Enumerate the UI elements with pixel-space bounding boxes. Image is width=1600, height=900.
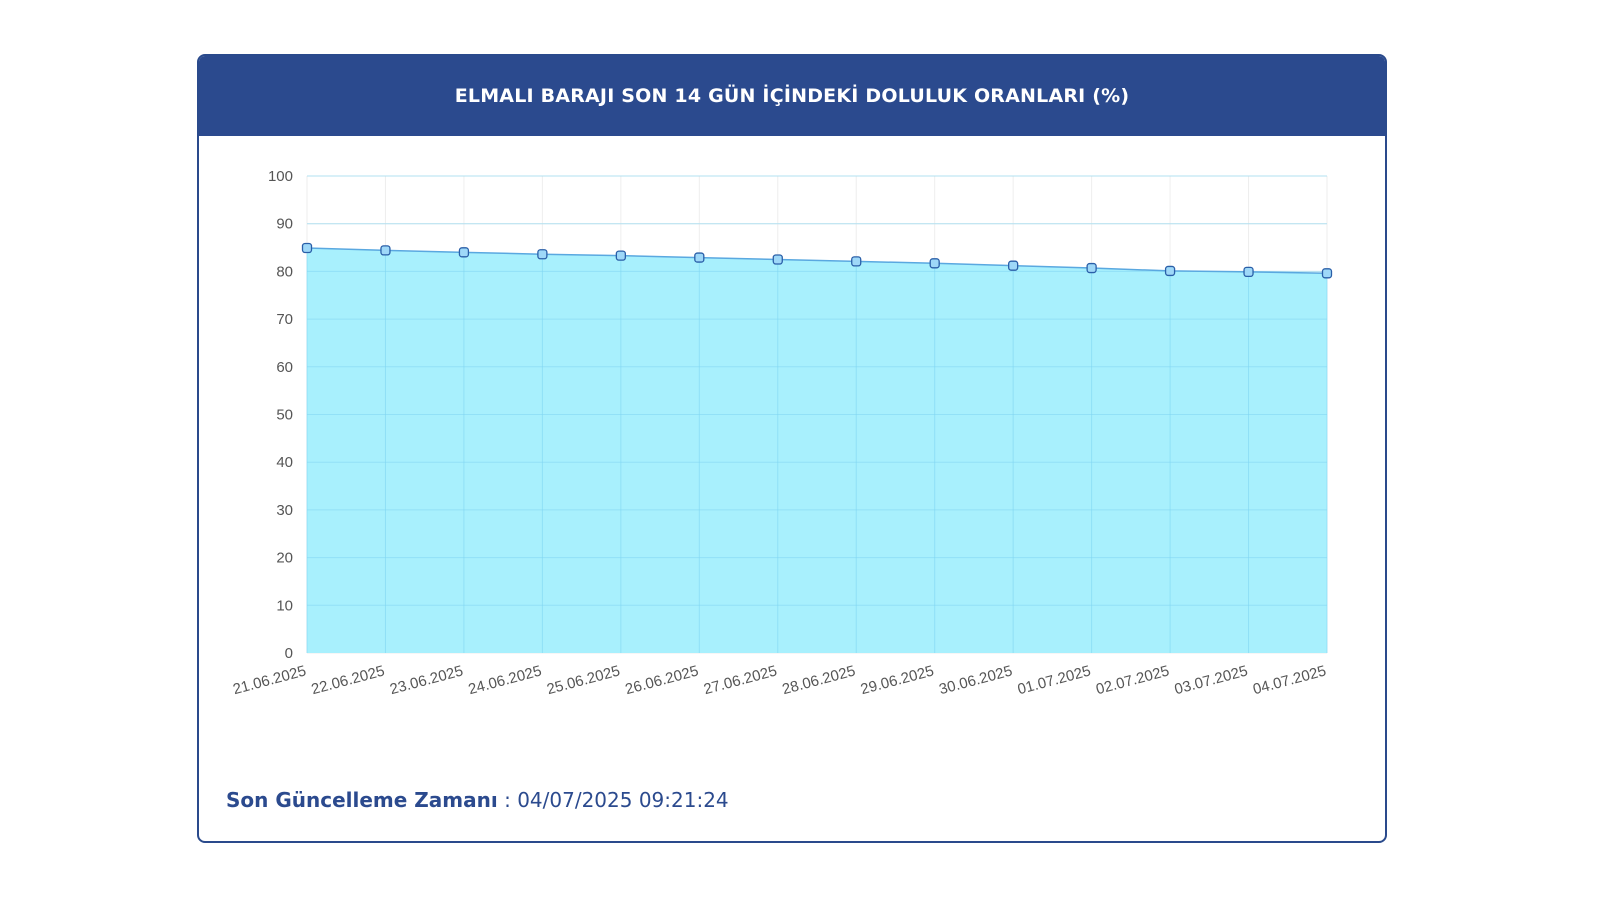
y-tick-label: 80 xyxy=(276,263,293,280)
series-area xyxy=(307,248,1327,653)
area-chart: 0 10 20 30 40 50 60 70 80 90 100 21.06.2025 22.06.2… xyxy=(231,168,1333,698)
data-point[interactable] xyxy=(380,245,391,256)
marker-layer xyxy=(301,242,1333,279)
data-point[interactable] xyxy=(537,249,548,260)
last-update-value: 04/07/2025 09:21:24 xyxy=(517,788,729,812)
x-tick-label: 29.06.2025 xyxy=(859,662,936,698)
y-tick-label: 50 xyxy=(276,407,293,424)
x-tick-label: 01.07.2025 xyxy=(1016,662,1093,698)
x-tick-label: 22.06.2025 xyxy=(310,662,387,698)
x-tick-label: 21.06.2025 xyxy=(231,662,308,698)
chart-area: 0 10 20 30 40 50 60 70 80 90 100 21.06.2025 22.06.2… xyxy=(199,136,1385,756)
y-tick-label: 0 xyxy=(285,645,293,662)
y-tick-label: 40 xyxy=(276,454,293,471)
data-point[interactable] xyxy=(1321,268,1333,279)
series-line xyxy=(306,247,1328,275)
x-tick-label: 23.06.2025 xyxy=(388,662,465,698)
data-point[interactable] xyxy=(772,254,783,265)
x-tick-label: 27.06.2025 xyxy=(702,662,779,698)
x-tick-label: 28.06.2025 xyxy=(780,662,857,698)
y-tick-label: 10 xyxy=(276,597,293,614)
y-tick-label: 70 xyxy=(276,311,293,328)
x-tick-label: 25.06.2025 xyxy=(545,662,622,698)
data-point[interactable] xyxy=(929,258,940,269)
chart-card: ELMALI BARAJI SON 14 GÜN İÇİNDEKİ DOLULU… xyxy=(197,54,1387,843)
data-point[interactable] xyxy=(1243,266,1254,278)
x-tick-label: 02.07.2025 xyxy=(1094,662,1171,698)
area-layer xyxy=(306,175,1328,653)
y-tick-label: 20 xyxy=(276,550,293,567)
data-point[interactable] xyxy=(301,242,313,254)
data-point[interactable] xyxy=(615,250,626,261)
data-point[interactable] xyxy=(458,247,470,258)
x-tick-label: 03.07.2025 xyxy=(1173,662,1250,698)
x-axis-ticks: 21.06.2025 22.06.2025 23.06.2025 24.06.2025… xyxy=(231,662,1328,698)
data-point[interactable] xyxy=(1008,260,1019,271)
x-tick-label: 04.07.2025 xyxy=(1251,662,1328,698)
last-update-separator: : xyxy=(497,788,518,812)
y-tick-label: 90 xyxy=(276,216,293,233)
x-tick-label: 24.06.2025 xyxy=(467,662,544,698)
line-layer xyxy=(306,247,1328,275)
chart-title: ELMALI BARAJI SON 14 GÜN İÇİNDEKİ DOLULU… xyxy=(199,56,1385,136)
data-point[interactable] xyxy=(694,252,705,263)
y-tick-label: 100 xyxy=(268,168,293,185)
last-update-label: Son Güncelleme Zamanı xyxy=(226,788,498,812)
data-point[interactable] xyxy=(1164,265,1176,277)
y-tick-label: 30 xyxy=(276,502,293,519)
y-tick-label: 60 xyxy=(276,359,293,376)
last-update: Son Güncelleme Zamanı : 04/07/2025 09:21… xyxy=(226,788,729,812)
data-point[interactable] xyxy=(851,256,862,267)
y-axis-ticks: 0 10 20 30 40 50 60 70 80 90 100 xyxy=(268,168,293,662)
data-point[interactable] xyxy=(1086,262,1097,274)
x-tick-label: 30.06.2025 xyxy=(937,662,1014,698)
x-tick-label: 26.06.2025 xyxy=(623,662,700,698)
